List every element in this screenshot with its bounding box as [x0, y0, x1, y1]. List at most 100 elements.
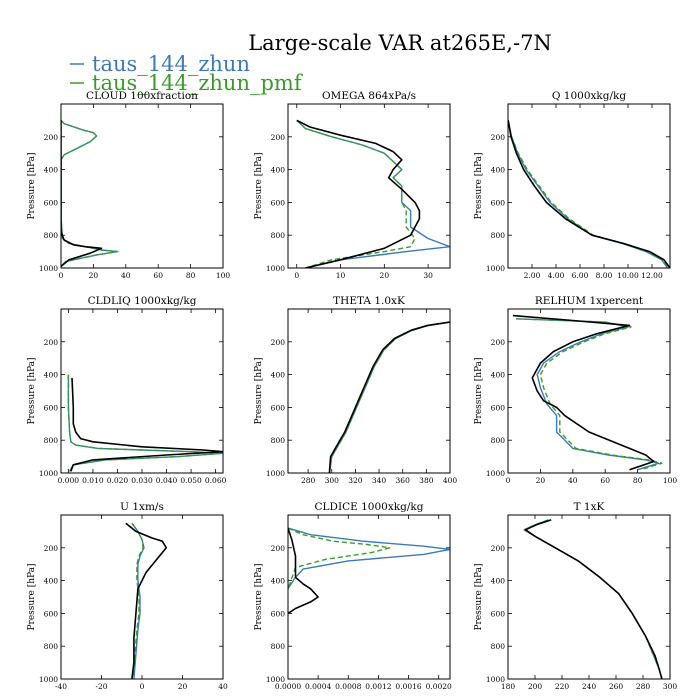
x-tick-label: 400 — [443, 476, 458, 485]
x-tick-label: 80 — [186, 271, 196, 280]
x-tick-label: 0.050 — [180, 476, 202, 485]
y-tick-label: 600 — [491, 198, 506, 207]
y-tick-label: 800 — [491, 642, 506, 651]
x-tick-label: 240 — [582, 682, 597, 691]
x-tick-label: 0.040 — [156, 476, 178, 485]
x-tick-label: 0.010 — [82, 476, 104, 485]
panel-4: CLDLIQ 1000xkg/kg Pressure [hPa] 0.000 0.01… — [27, 295, 227, 485]
y-tick-label: 600 — [44, 609, 59, 618]
legend-label-2: taus_144_zhun_pmf — [92, 71, 304, 95]
x-tick-label: 40 — [218, 682, 228, 691]
x-tick-label: 300 — [663, 682, 678, 691]
y-tick-label: 800 — [271, 436, 286, 445]
plot-frame — [507, 514, 671, 680]
x-tick-label: 200 — [528, 682, 543, 691]
series-line-2 — [523, 519, 663, 679]
legend: taus_144_zhun taus_144_zhun_pmf — [70, 52, 304, 95]
x-tick-label: 100 — [663, 476, 678, 485]
y-tick-label: 200 — [271, 133, 286, 142]
y-tick-label: 400 — [44, 577, 59, 586]
x-tick-label: 40 — [568, 476, 578, 485]
legend-label-1: taus_144_zhun — [92, 52, 250, 76]
y-tick-label: 400 — [271, 166, 286, 175]
y-tick-label: 1000 — [486, 264, 505, 273]
plot-frame — [287, 308, 451, 474]
y-tick-label: 600 — [271, 403, 286, 412]
panel-8: CLDICE 1000xkg/kg Pressure [hPa] 0.0000 0.0… — [254, 501, 452, 691]
x-tick-label: 0.060 — [205, 476, 227, 485]
y-tick-label: 800 — [44, 231, 59, 240]
y-tick-label: 1000 — [266, 469, 285, 478]
series-line-2 — [131, 522, 144, 679]
panel-title: U 1xm/s — [120, 501, 164, 513]
series-line-2 — [61, 119, 119, 267]
y-tick-label: 1000 — [39, 469, 58, 478]
y-tick-label: 200 — [44, 544, 59, 553]
plot-frame — [287, 103, 451, 269]
panel-title: Q 1000xkg/kg — [552, 90, 627, 102]
x-tick-label: 40 — [121, 271, 131, 280]
panel-title: OMEGA 864xPa/s — [322, 90, 416, 102]
panel-title: CLDLIQ 1000xkg/kg — [88, 295, 197, 307]
panel-title: CLDICE 1000xkg/kg — [315, 501, 424, 513]
x-tick-label: 0.030 — [131, 476, 153, 485]
series-line-2 — [296, 119, 416, 268]
y-tick-label: 1000 — [39, 264, 58, 273]
plot-frame — [507, 308, 671, 474]
x-tick-label: 0 — [140, 682, 145, 691]
y-axis-label: Pressure [hPa] — [254, 563, 264, 630]
series-line-3 — [61, 120, 103, 268]
y-axis-label: Pressure [hPa] — [254, 152, 264, 219]
series-line-1 — [523, 519, 663, 679]
panel-3: Q 1000xkg/kg Pressure [hPa] 2.00 4.00 6.00 8.… — [474, 90, 671, 280]
x-tick-label: 340 — [372, 476, 387, 485]
x-tick-label: 2.00 — [524, 271, 541, 280]
y-tick-label: 800 — [491, 231, 506, 240]
series-line-2 — [67, 374, 222, 472]
y-tick-label: 400 — [491, 577, 506, 586]
x-tick-label: 0.0020 — [426, 682, 452, 691]
series-line-3 — [125, 522, 168, 679]
y-axis-label: Pressure [hPa] — [27, 563, 37, 630]
y-tick-label: 800 — [491, 436, 506, 445]
x-tick-label: 220 — [555, 682, 570, 691]
y-tick-label: 200 — [491, 338, 506, 347]
x-tick-label: 260 — [609, 682, 624, 691]
x-tick-label: 20 — [178, 682, 188, 691]
panel-7: U 1xm/s Pressure [hPa] -40 -20 0 20 40 200 400 60… — [27, 501, 228, 691]
x-tick-label: 380 — [419, 476, 434, 485]
x-tick-label: 8.00 — [596, 271, 613, 280]
x-tick-label: 0 — [506, 476, 511, 485]
panels: CLOUD 100xfraction Pressure [hPa] 0 20 40 60 8… — [27, 90, 677, 691]
y-tick-label: 600 — [44, 403, 59, 412]
x-tick-label: 4.00 — [548, 271, 565, 280]
x-tick-label: 6.00 — [572, 271, 589, 280]
panel-9: T 1xK Pressure [hPa] 180 200 220 240 260 280 300… — [474, 501, 677, 691]
plot-frame — [60, 103, 224, 269]
series-line-2 — [508, 120, 670, 268]
x-tick-label: 180 — [501, 682, 516, 691]
y-tick-label: 800 — [44, 642, 59, 651]
x-tick-label: -40 — [55, 682, 67, 691]
y-tick-label: 600 — [271, 609, 286, 618]
x-tick-label: 0.000 — [58, 476, 80, 485]
y-tick-label: 1000 — [266, 675, 285, 684]
y-tick-label: 200 — [44, 338, 59, 347]
y-tick-label: 800 — [44, 436, 59, 445]
series-line-2 — [288, 527, 391, 590]
panel-title: RELHUM 1xpercent — [535, 295, 644, 307]
y-axis-label: Pressure [hPa] — [474, 357, 484, 424]
series-line-3 — [288, 527, 319, 615]
x-tick-label: 280 — [301, 476, 316, 485]
x-tick-label: 0.0004 — [305, 682, 331, 691]
y-tick-label: 400 — [491, 371, 506, 380]
x-tick-label: 100 — [216, 271, 231, 280]
x-tick-label: 0 — [59, 271, 64, 280]
y-tick-label: 400 — [271, 577, 286, 586]
x-tick-label: 20 — [380, 271, 390, 280]
y-tick-label: 600 — [44, 198, 59, 207]
y-tick-label: 1000 — [39, 675, 58, 684]
x-tick-label: 280 — [636, 682, 651, 691]
series-line-1 — [508, 120, 669, 268]
